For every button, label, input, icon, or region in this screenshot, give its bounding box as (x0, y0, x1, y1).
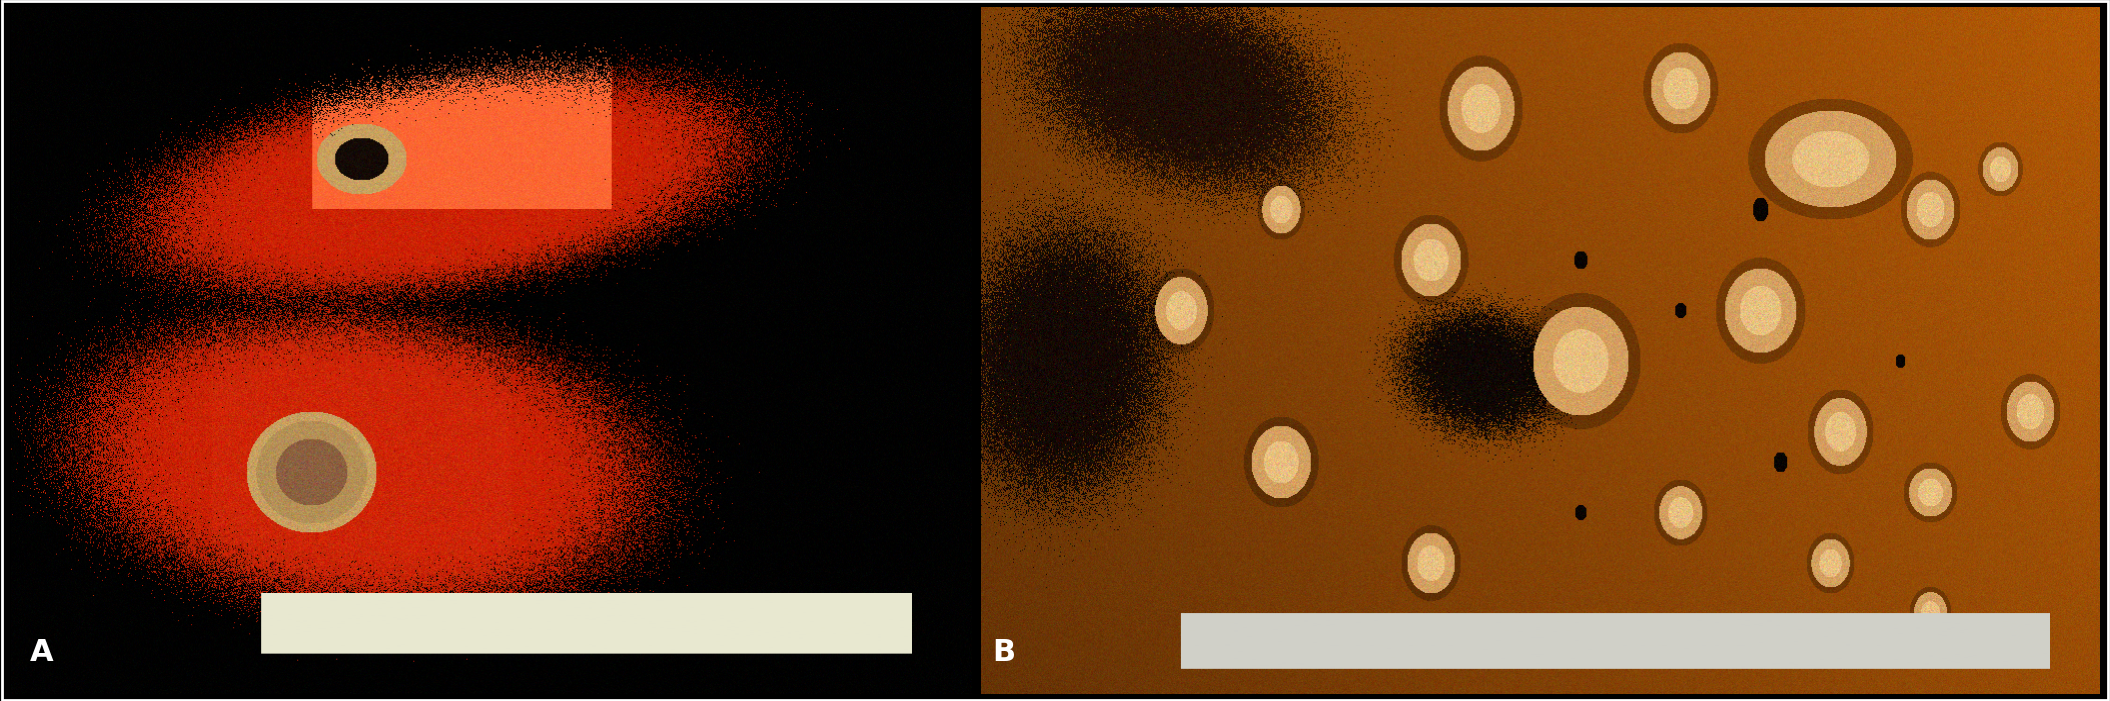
Text: A: A (30, 637, 53, 667)
Text: B: B (992, 637, 1015, 667)
